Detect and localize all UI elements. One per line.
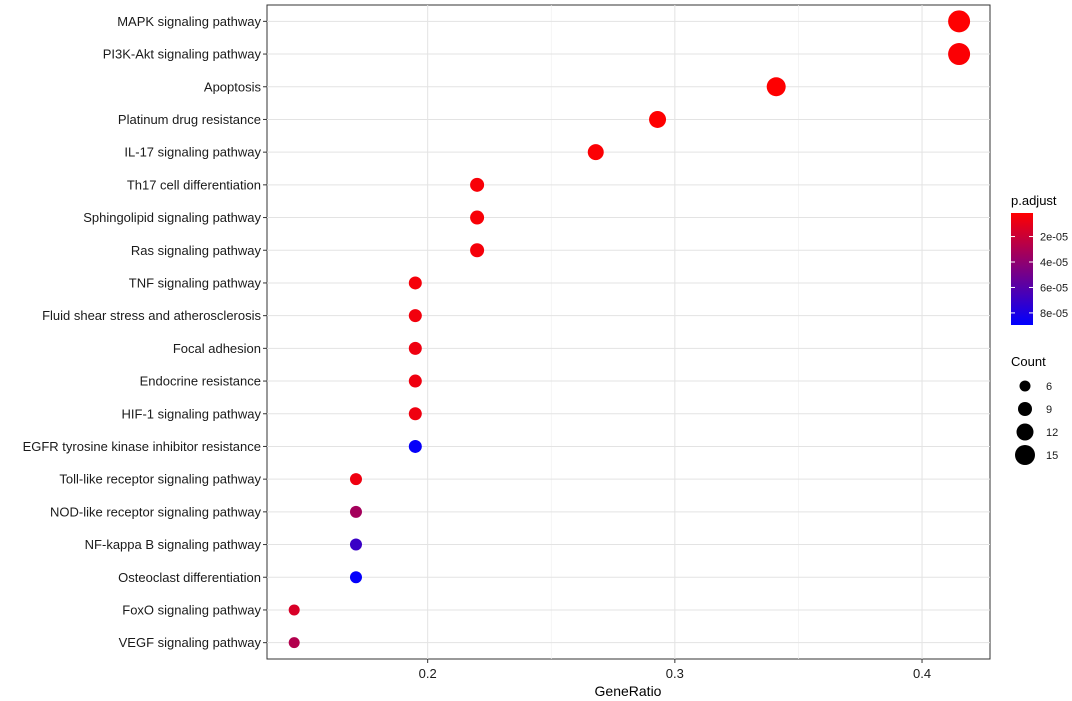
data-point (408, 276, 422, 290)
data-point (587, 144, 604, 161)
y-tick-label: Apoptosis (204, 79, 262, 94)
data-point (408, 309, 422, 323)
y-tick-label: Fluid shear stress and atherosclerosis (42, 308, 261, 323)
size-legend-label: 6 (1046, 381, 1052, 393)
x-tick-label: 0.4 (913, 666, 931, 681)
y-tick-label: Focal adhesion (173, 341, 261, 356)
data-point (470, 243, 485, 258)
x-axis-title: GeneRatio (595, 683, 662, 699)
data-point (349, 538, 362, 551)
data-point (766, 77, 786, 97)
size-legend-label: 12 (1046, 427, 1058, 439)
size-legend-label: 9 (1046, 404, 1052, 416)
data-point (349, 571, 362, 584)
y-tick-label: VEGF signaling pathway (119, 635, 262, 650)
size-legend: Count 6 9 12 15 (1011, 354, 1058, 465)
y-tick-label: EGFR tyrosine kinase inhibitor resistanc… (23, 439, 261, 454)
data-points (288, 10, 971, 649)
y-tick-label: NOD-like receptor signaling pathway (50, 504, 261, 519)
data-point (288, 604, 300, 616)
data-point (649, 110, 667, 128)
data-point (288, 637, 300, 649)
data-point (408, 341, 422, 355)
y-tick-label: FoxO signaling pathway (122, 602, 261, 617)
x-tick-label: 0.3 (666, 666, 684, 681)
size-legend-dot (1018, 402, 1032, 416)
grid-lines (267, 5, 990, 659)
size-legend-dot (1016, 423, 1034, 441)
y-axis-labels: MAPK signaling pathway PI3K-Akt signaling… (23, 14, 267, 650)
y-tick-label: PI3K-Akt signaling pathway (103, 47, 262, 62)
y-tick-label: Ras signaling pathway (131, 243, 262, 258)
data-point (408, 374, 422, 388)
y-tick-label: TNF signaling pathway (129, 275, 262, 290)
color-legend: p.adjust 2e-05 4e-05 6e-05 8e-05 (1011, 193, 1068, 325)
data-point (349, 505, 362, 518)
y-tick-label: Sphingolipid signaling pathway (83, 210, 261, 225)
color-legend-label: 2e-05 (1040, 232, 1068, 244)
size-legend-dot (1015, 445, 1035, 465)
color-legend-label: 8e-05 (1040, 308, 1068, 320)
color-legend-label: 4e-05 (1040, 257, 1068, 269)
size-legend-title: Count (1011, 354, 1046, 369)
y-tick-label: Th17 cell differentiation (127, 177, 261, 192)
size-legend-dot (1019, 380, 1031, 392)
data-point (948, 43, 971, 66)
data-point (470, 177, 485, 192)
y-tick-label: HIF-1 signaling pathway (122, 406, 262, 421)
data-point (408, 439, 422, 453)
x-tick-label: 0.2 (419, 666, 437, 681)
data-point (349, 473, 362, 486)
y-tick-label: Endocrine resistance (140, 374, 261, 389)
y-tick-label: Toll-like receptor signaling pathway (59, 472, 261, 487)
y-tick-label: Platinum drug resistance (118, 112, 261, 127)
color-legend-bar (1011, 213, 1033, 325)
y-tick-label: NF-kappa B signaling pathway (85, 537, 262, 552)
data-point (408, 407, 422, 421)
y-tick-label: Osteoclast differentiation (118, 570, 261, 585)
y-tick-label: IL-17 signaling pathway (124, 145, 261, 160)
size-legend-label: 15 (1046, 450, 1058, 462)
data-point (948, 10, 971, 33)
plot-panel (266, 4, 991, 660)
color-legend-title: p.adjust (1011, 193, 1057, 208)
y-tick-label: MAPK signaling pathway (117, 14, 261, 29)
color-legend-label: 6e-05 (1040, 282, 1068, 294)
x-axis: 0.2 0.3 0.4 (419, 659, 931, 681)
data-point (470, 210, 485, 225)
